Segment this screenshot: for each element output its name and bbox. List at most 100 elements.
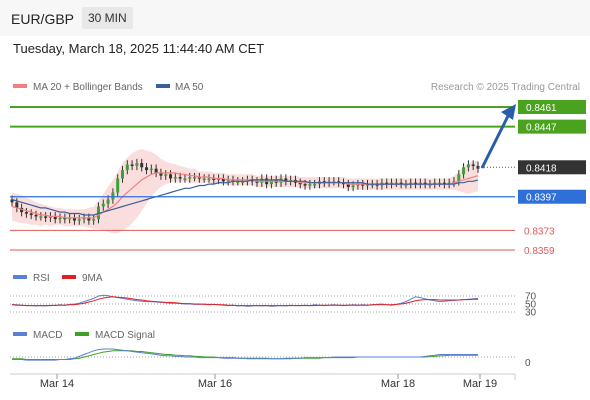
candle-body [284, 178, 288, 182]
candle-body [58, 217, 62, 220]
candle-body [159, 172, 163, 176]
candle-body [313, 184, 317, 186]
candle-body [366, 184, 370, 186]
x-tick-label: Mar 19 [463, 378, 497, 390]
macd-line [12, 348, 478, 361]
candle-body [125, 164, 129, 171]
rsi-9ma-line [11, 296, 478, 307]
candle-body [212, 178, 216, 180]
candle-body [375, 184, 379, 186]
candle-body [260, 178, 264, 183]
pivot-label: 0.8397 [526, 193, 557, 204]
main-price-panel [10, 149, 480, 234]
candle-body [29, 213, 33, 216]
candle-body [24, 212, 28, 214]
legend-9ma-label: 9MA [82, 273, 103, 284]
candle-body [438, 182, 442, 185]
candle-body [197, 177, 201, 179]
candle-body [298, 182, 302, 185]
legend-ma50-label: MA 50 [175, 82, 204, 93]
rsi-level-label: 30 [525, 308, 537, 319]
candle-body [269, 179, 273, 185]
candle-body [10, 199, 14, 203]
legend-macd-signal-swatch [75, 332, 89, 336]
price-levels: 0.8461 0.8447 0.8418 0.8397 0.8373 0.8359 [10, 100, 586, 257]
candle-body [404, 184, 408, 186]
resistance-label: 0.8461 [526, 103, 557, 114]
candle-body [63, 217, 67, 220]
candle-body [351, 185, 355, 188]
candle-body [466, 164, 470, 168]
candle-body [96, 206, 100, 220]
candle-body [337, 181, 341, 183]
support-label: 0.8373 [524, 226, 555, 237]
candle-body [361, 184, 365, 186]
candle-body [418, 182, 422, 185]
candle-body [457, 174, 461, 182]
candle-body [48, 216, 52, 218]
candle-body [15, 202, 19, 208]
candle-body [385, 182, 389, 185]
ma50-line [11, 179, 479, 216]
legend-ma20-label: MA 20 + Bollinger Bands [33, 82, 143, 93]
legend-macd-label: MACD [33, 330, 62, 341]
legend-ma20-swatch [13, 84, 27, 88]
candle-body [428, 184, 432, 186]
candle-body [183, 178, 187, 180]
candle-body [169, 174, 173, 179]
candle-body [370, 184, 374, 186]
timeframe-selector[interactable]: 30 MIN [82, 7, 133, 29]
candle-body [332, 181, 336, 183]
x-tick-label: Mar 14 [40, 378, 74, 390]
x-axis-ticks: Mar 14 Mar 16 Mar 18 Mar 19 [40, 374, 497, 390]
candle-body [289, 179, 293, 182]
candle-body [202, 178, 206, 180]
resistance-tag [518, 119, 586, 134]
candle-body [250, 179, 254, 182]
candle-body [101, 203, 105, 207]
candle-body [394, 182, 398, 185]
rsi-level-label: 70 [525, 292, 537, 303]
candle-body [221, 178, 225, 182]
candle-body [217, 178, 221, 180]
candle-body [236, 181, 240, 183]
timestamp: Tuesday, March 18, 2025 11:44:40 AM CET [13, 41, 265, 56]
candle-body [145, 167, 149, 171]
candle-body [20, 207, 24, 213]
macd-panel [10, 348, 515, 361]
candle-body [409, 182, 413, 185]
projection-arrow [480, 115, 510, 169]
candle-body [452, 181, 456, 183]
candle-body [207, 178, 211, 180]
projection-arrowhead [501, 104, 516, 120]
legend-macd-swatch [13, 332, 27, 336]
candle-body [322, 181, 326, 183]
candle-body [447, 182, 451, 185]
candle-body [173, 177, 177, 179]
candle-body [399, 182, 403, 185]
candle-body [346, 184, 350, 187]
legend-9ma-swatch [62, 275, 76, 279]
candle-body [106, 199, 110, 204]
candle-body [154, 168, 158, 173]
candle-body [135, 163, 139, 166]
legend-macd-signal-label: MACD Signal [95, 330, 155, 341]
candle-body [390, 182, 394, 185]
legend-rsi-label: RSI [33, 273, 50, 284]
candle-body [149, 168, 153, 171]
support-label: 0.8359 [524, 246, 555, 257]
candle-body [341, 182, 345, 185]
last-price-tag [518, 160, 586, 175]
candle-body [39, 216, 43, 218]
candle-body [44, 216, 48, 218]
candle-body [34, 214, 38, 217]
candle-body [120, 170, 124, 179]
resistance-label: 0.8447 [526, 123, 557, 134]
candle-body [140, 163, 144, 168]
rsi-level-label: 50 [525, 300, 537, 311]
candle-body [433, 182, 437, 185]
pivot-tag [518, 189, 586, 204]
candle-body [226, 179, 230, 182]
